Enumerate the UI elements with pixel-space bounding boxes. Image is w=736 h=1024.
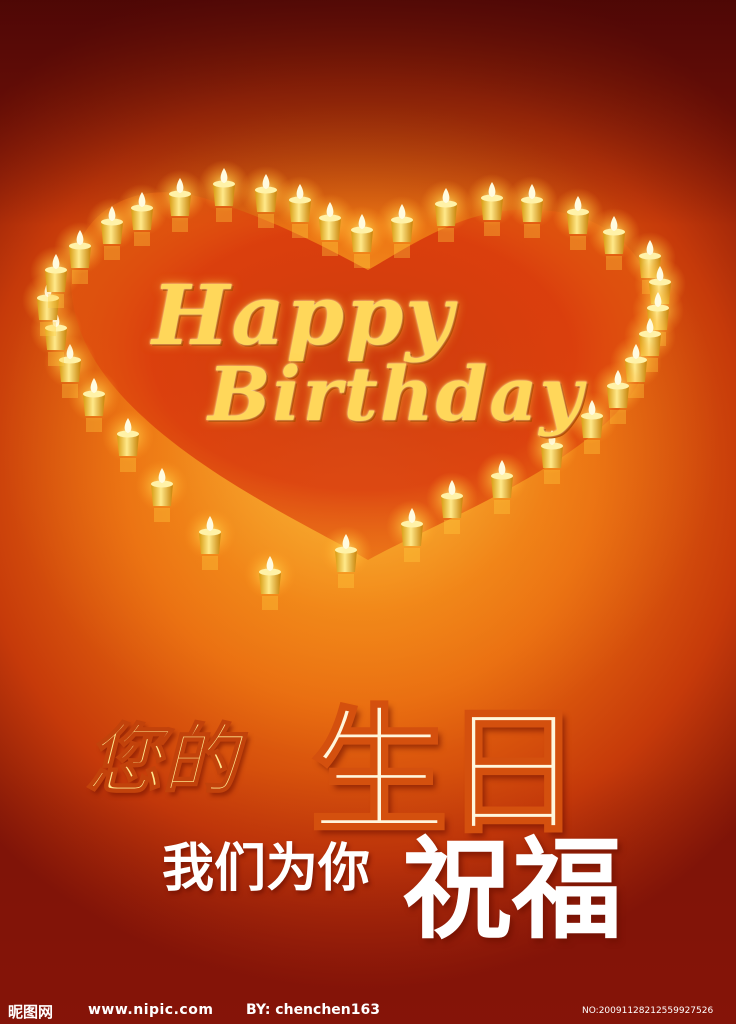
- subline-big: 祝福: [402, 825, 622, 954]
- flame-icon: [326, 202, 334, 217]
- candle-icon: [420, 180, 472, 242]
- flame-icon: [90, 378, 98, 393]
- flame-icon: [632, 344, 640, 359]
- script-line-happy: Happy: [152, 268, 455, 364]
- candle-icon: [320, 526, 372, 588]
- footer-author: BY: chenchen163: [246, 1002, 380, 1018]
- flame-icon: [548, 430, 556, 445]
- subline: 我们为你 祝福: [162, 806, 682, 954]
- flame-icon: [654, 292, 662, 307]
- candle-icon: [54, 222, 106, 284]
- flame-icon: [158, 468, 166, 483]
- candle-icon: [426, 472, 478, 534]
- flame-icon: [646, 318, 654, 333]
- candle-icon: [386, 500, 438, 562]
- flame-icon: [610, 216, 618, 231]
- candle-icon: [336, 206, 388, 268]
- flame-icon: [574, 196, 582, 211]
- candle-icon: [136, 460, 188, 522]
- footer-site: www.nipic.com: [88, 1002, 214, 1018]
- candle-icon: [566, 392, 618, 454]
- flame-icon: [206, 516, 214, 531]
- flame-icon: [498, 460, 506, 475]
- watermark-footer: 昵图网 www.nipic.com BY: chenchen163 NO:200…: [0, 992, 736, 1024]
- flame-icon: [408, 508, 416, 523]
- flame-icon: [442, 188, 450, 203]
- flame-icon: [588, 400, 596, 415]
- flame-icon: [262, 174, 270, 189]
- flame-icon: [488, 182, 496, 197]
- footer-number: NO:20091128212559927526: [582, 1006, 714, 1016]
- headline-big: 生日: [308, 691, 583, 855]
- flame-icon: [528, 184, 536, 199]
- candle-icon: [476, 452, 528, 514]
- candle-heart: [22, 160, 686, 610]
- candle-icon: [376, 196, 428, 258]
- flame-icon: [614, 370, 622, 385]
- flame-icon: [656, 266, 664, 281]
- flame-icon: [108, 206, 116, 221]
- subline-small: 我们为你: [162, 838, 371, 899]
- flame-icon: [342, 534, 350, 549]
- flame-icon: [266, 556, 274, 571]
- flame-icon: [138, 192, 146, 207]
- script-line-birthday: Birthday: [208, 352, 585, 438]
- footer-brand: 昵图网: [8, 1003, 54, 1021]
- candle-icon: [198, 160, 250, 222]
- flame-icon: [296, 184, 304, 199]
- headline: 您的 生日: [85, 660, 686, 855]
- candle-icon: [184, 508, 236, 570]
- candle-icon: [526, 422, 578, 484]
- flame-icon: [448, 480, 456, 495]
- headline-small: 您的: [85, 714, 239, 805]
- flame-icon: [398, 204, 406, 219]
- flame-icon: [76, 230, 84, 245]
- flame-icon: [176, 178, 184, 193]
- flame-icon: [646, 240, 654, 255]
- candle-icon: [244, 548, 296, 610]
- flame-icon: [358, 214, 366, 229]
- candle-icon: [102, 410, 154, 472]
- candle-icon: [506, 176, 558, 238]
- candle-icon: [154, 170, 206, 232]
- candle-icon: [466, 174, 518, 236]
- flame-icon: [220, 168, 228, 183]
- happy-birthday-script: Happy Birthday: [140, 268, 582, 468]
- flame-icon: [124, 418, 132, 433]
